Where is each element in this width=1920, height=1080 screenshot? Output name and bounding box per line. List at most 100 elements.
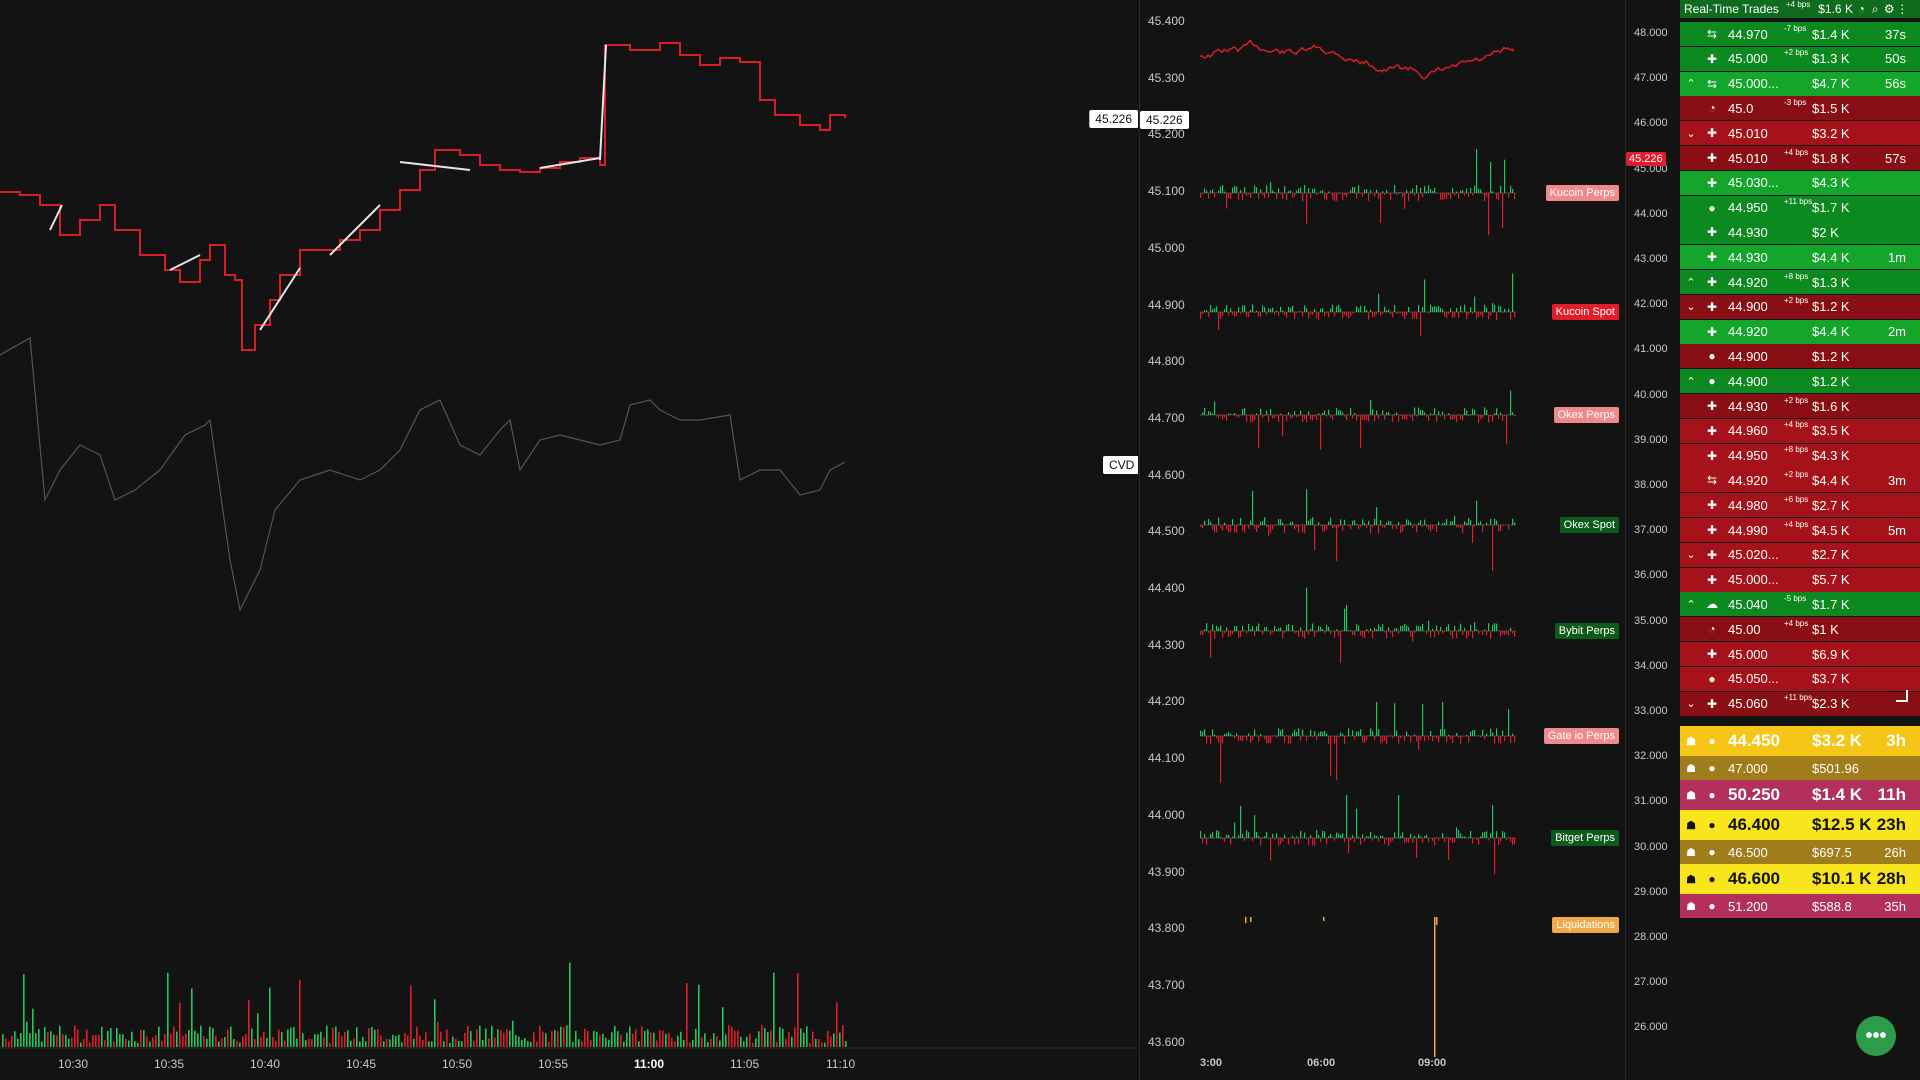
left-price-label: 43.600: [1148, 1034, 1185, 1049]
exchange-flow-bar: [1294, 525, 1296, 530]
liquidation-row[interactable]: ☗ ● 51.200 $588.8 35h: [1680, 894, 1920, 919]
liquidation-row[interactable]: ☗ ● 47.000 $501.96: [1680, 756, 1920, 781]
expand-chevron-icon[interactable]: ⌄: [1686, 698, 1696, 711]
volume-bar: [542, 1031, 544, 1047]
trade-price: 45.000...: [1728, 76, 1779, 92]
exchange-flow-bar: [1266, 626, 1268, 631]
volume-bar: [500, 1030, 502, 1047]
liquidation-row[interactable]: ☗ ● 44.450 $3.2 K 3h: [1680, 726, 1920, 757]
trade-row[interactable]: ✚ 45.000... $5.7 K: [1680, 567, 1920, 592]
exchange-flow-bar: [1404, 623, 1406, 631]
trade-row[interactable]: ✚ 45.000 $6.9 K: [1680, 642, 1920, 666]
trade-row[interactable]: ◔ 45.00 +4 bps $1 K: [1680, 617, 1920, 642]
exchange-flow-bar: [1342, 412, 1344, 415]
volume-bar: [536, 1041, 538, 1047]
exchange-flow-bar: [1460, 833, 1462, 838]
more-options-button[interactable]: •••: [1856, 1016, 1896, 1056]
search-icon[interactable]: ⌕: [1871, 1, 1879, 16]
exchange-flow-bar: [1382, 736, 1384, 742]
trade-row[interactable]: ✚ 45.000 +2 bps $1.3 K 50s: [1680, 46, 1920, 71]
main-chart-svg[interactable]: [0, 0, 1138, 1080]
trade-row[interactable]: ⌄ ✚ 45.020... $2.7 K: [1680, 542, 1920, 567]
gear-icon[interactable]: ⚙: [1883, 2, 1895, 16]
exchange-flow-bar: [1306, 415, 1308, 423]
trade-row[interactable]: ⌃ ☁ 45.040 -5 bps $1.7 K: [1680, 592, 1920, 617]
exchange-flow-bar: [1290, 307, 1292, 312]
volume-bar: [89, 1042, 91, 1047]
liquidation-amount: $588.8: [1812, 898, 1852, 914]
volume-bar: [527, 1041, 529, 1047]
main-chart-pane[interactable]: 10:30 10:35 10:40 10:45 10:50 10:55 11:00 11:05…: [0, 0, 1138, 1080]
expand-chevron-icon[interactable]: ⌄: [1686, 549, 1696, 562]
expand-chevron-icon[interactable]: ⌄: [1686, 301, 1696, 314]
trade-row[interactable]: ✚ 44.980 +6 bps $2.7 K: [1680, 493, 1920, 518]
exchange-flow-bar: [1378, 729, 1380, 736]
exchange-flow-bar: [1364, 189, 1366, 193]
exchange-flow-bar: [1210, 411, 1212, 415]
trade-row[interactable]: ✚ 44.990 +4 bps $4.5 K 5m: [1680, 518, 1920, 542]
exchange-flow-bar: [1480, 521, 1482, 525]
exchange-chart-svg[interactable]: [1140, 0, 1625, 1080]
exchange-flow-bar: [1334, 631, 1336, 638]
volume-bar: [281, 1032, 283, 1047]
volume-bar: [104, 1040, 106, 1047]
expand-chevron-icon[interactable]: ⌃: [1686, 78, 1696, 91]
trade-row[interactable]: ⌃ ✚ 44.920 +8 bps $1.3 K: [1680, 270, 1920, 294]
chart-toggle-icon[interactable]: ◔: [1857, 2, 1865, 16]
exchange-flow-bar: [1298, 525, 1300, 533]
exchange-flow-bar: [1264, 415, 1266, 417]
volume-bar: [224, 1037, 226, 1047]
expand-chevron-icon[interactable]: ⌄: [1686, 127, 1696, 140]
exchange-flow-bar: [1444, 415, 1446, 420]
liquidation-row[interactable]: ☗ ● 50.250 $1.4 K 11h: [1680, 780, 1920, 811]
exchange-flow-bar: [1476, 415, 1478, 416]
exchange-flow-bar: [1330, 308, 1332, 312]
trade-bps: -3 bps: [1784, 97, 1807, 107]
collapse-corner-icon[interactable]: [1896, 690, 1908, 702]
trade-row[interactable]: ✚ 44.960 +4 bps $3.5 K: [1680, 418, 1920, 443]
exchange-flow-bar: [1456, 308, 1458, 312]
trade-row[interactable]: ⌄ ✚ 45.060 +11 bps $2.3 K: [1680, 691, 1920, 716]
exchange-chart-pane[interactable]: 45.400 45.300 45.200 45.100 45.000 44.900 44.8…: [1139, 0, 1625, 1080]
real-time-trades-panel[interactable]: Real-Time Trades +4 bps $1.6 K ◔ ⌕ ⚙ ⋮ ⇆…: [1680, 0, 1920, 1080]
exchange-flow-bar: [1494, 412, 1496, 415]
trade-amount: $4.3 K: [1812, 448, 1850, 464]
trade-row[interactable]: ⇆ 44.970 -7 bps $1.4 K 37s: [1680, 22, 1920, 46]
exchange-flow-bar: [1220, 186, 1222, 193]
volume-bar: [524, 1038, 526, 1047]
trade-row[interactable]: ⌃ ● 44.900 $1.2 K: [1680, 369, 1920, 394]
volume-bar: [230, 1026, 232, 1047]
left-price-label: 44.900: [1148, 297, 1185, 312]
trade-row[interactable]: ✚ 44.950 +8 bps $4.3 K: [1680, 443, 1920, 468]
trade-row[interactable]: ✚ 45.010 +4 bps $1.8 K 57s: [1680, 146, 1920, 170]
liquidation-row[interactable]: ☗ ● 46.500 $697.5 26h: [1680, 840, 1920, 865]
more-icon[interactable]: ⋮: [1896, 2, 1909, 16]
trade-row[interactable]: ✚ 44.930 +2 bps $1.6 K: [1680, 394, 1920, 418]
trade-row[interactable]: ⇆ 44.920 +2 bps $4.4 K 3m: [1680, 468, 1920, 493]
volume-bar: [11, 1035, 13, 1047]
trade-row[interactable]: ✚ 44.930 $4.4 K 1m: [1680, 245, 1920, 270]
trade-row[interactable]: ● 44.950 +11 bps $1.7 K: [1680, 195, 1920, 220]
trade-row[interactable]: ⌃ ⇆ 45.000... $4.7 K 56s: [1680, 71, 1920, 96]
liquidation-row[interactable]: ☗ ● 46.600 $10.1 K 28h: [1680, 864, 1920, 895]
expand-chevron-icon[interactable]: ⌃: [1686, 276, 1696, 289]
trade-row[interactable]: ⌄ ✚ 44.900 +2 bps $1.2 K: [1680, 294, 1920, 319]
trade-row[interactable]: ✚ 45.030... $4.3 K: [1680, 170, 1920, 195]
exchange-flow-bar: [1208, 193, 1210, 199]
trade-row[interactable]: ✚ 44.920 $4.4 K 2m: [1680, 319, 1920, 344]
exchange-flow-bar: [1464, 836, 1466, 838]
expand-chevron-icon[interactable]: ⌃: [1686, 375, 1696, 388]
trade-row[interactable]: ◔ 45.0 -3 bps $1.5 K: [1680, 96, 1920, 121]
expand-chevron-icon[interactable]: ⌃: [1686, 598, 1696, 611]
trade-row[interactable]: ● 45.050... $3.7 K: [1680, 666, 1920, 691]
exchange-flow-bar: [1412, 415, 1414, 422]
liquidation-row[interactable]: ☗ ● 46.400 $12.5 K 23h: [1680, 810, 1920, 841]
liquidation-age: 23h: [1876, 815, 1906, 835]
exchange-flow-bar: [1316, 830, 1318, 838]
volume-bar: [824, 1042, 826, 1047]
exchange-flow-bar: [1338, 736, 1340, 738]
trade-row[interactable]: ✚ 44.930 $2 K: [1680, 220, 1920, 245]
exchange-flow-bar: [1276, 736, 1278, 738]
trade-row[interactable]: ⌄ ✚ 45.010 $3.2 K: [1680, 121, 1920, 146]
trade-row[interactable]: ● 44.900 $1.2 K: [1680, 344, 1920, 369]
